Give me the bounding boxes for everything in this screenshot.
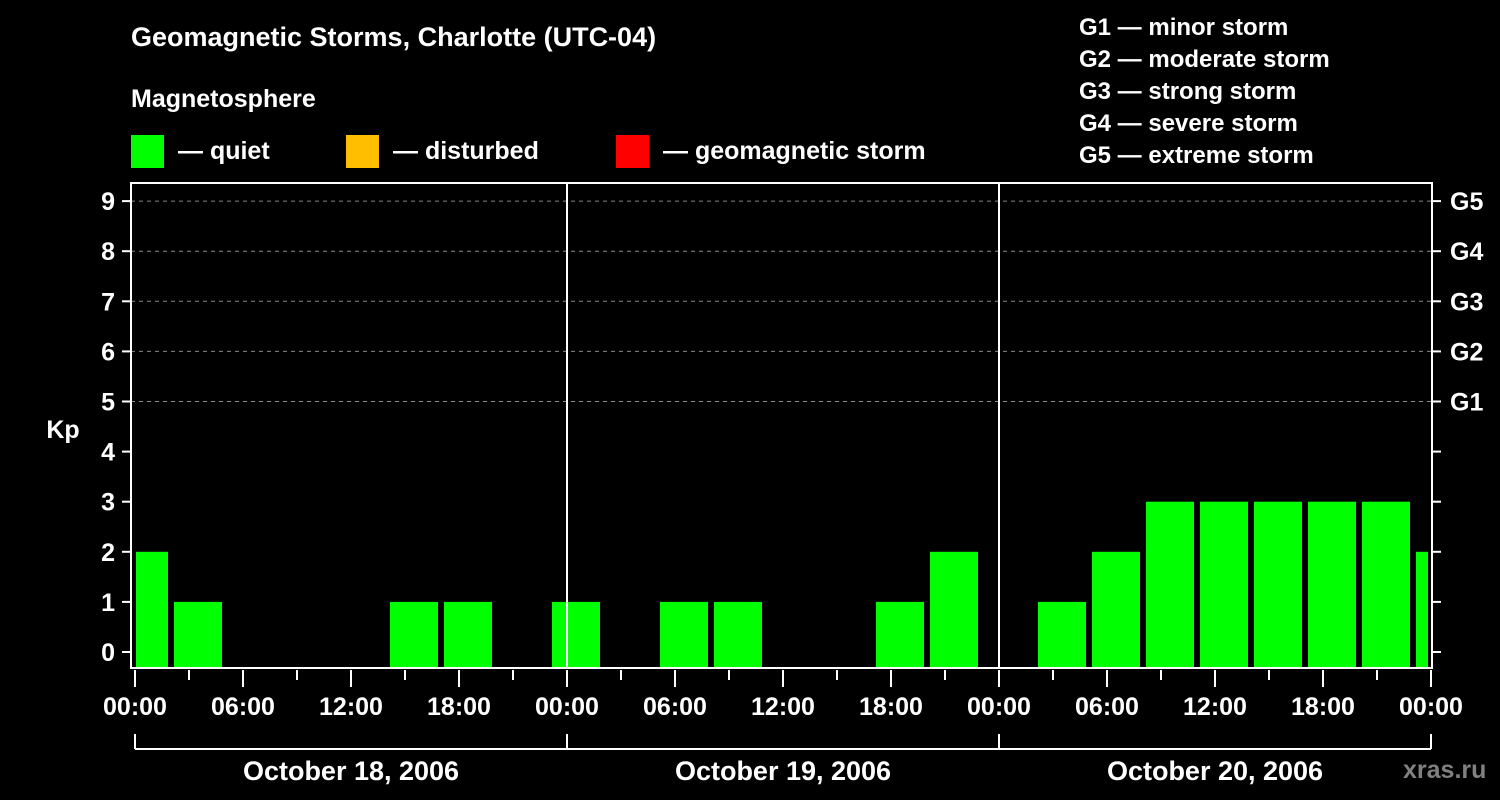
- x-tick-label: 18:00: [427, 693, 491, 721]
- g-scale-axis: G1 G2 G3 G4 G5: [1432, 188, 1483, 653]
- storm-scale-g3: G3 — strong storm: [1079, 78, 1297, 105]
- kp-bar: [876, 601, 924, 667]
- x-tick-label: 18:00: [859, 693, 923, 721]
- kp-bar: [1362, 501, 1410, 667]
- kp-bar: [390, 601, 438, 667]
- legend-label-disturbed: — disturbed: [393, 136, 539, 165]
- y-tick-label: 4: [101, 439, 115, 467]
- x-tick-label: 00:00: [103, 693, 167, 721]
- x-tick-label: 06:00: [643, 693, 707, 721]
- kp-bar: [1200, 501, 1248, 667]
- watermark: xras.ru: [1403, 756, 1487, 784]
- kp-bar: [136, 551, 168, 667]
- y-tick-label: 0: [101, 639, 115, 667]
- kp-bar: [444, 601, 492, 667]
- kp-bar: [1092, 551, 1140, 667]
- y-tick-label: 2: [101, 539, 115, 567]
- x-tick-label: 06:00: [211, 693, 275, 721]
- kp-bar: [1038, 601, 1086, 667]
- g-scale-label: G4: [1450, 238, 1483, 266]
- storm-scale-g5: G5 — extreme storm: [1079, 142, 1314, 169]
- x-tick-label: 12:00: [751, 693, 815, 721]
- x-tick-label: 12:00: [1183, 693, 1247, 721]
- x-tick-label: 00:00: [1399, 693, 1463, 721]
- kp-bar: [174, 601, 222, 667]
- y-axis: 0 1 2 3 4 5 6 7 8 9: [101, 188, 131, 667]
- y-tick-label: 5: [101, 389, 115, 417]
- day-label: October 20, 2006: [1107, 756, 1323, 786]
- x-tick-label: 06:00: [1075, 693, 1139, 721]
- x-tick-label: 00:00: [967, 693, 1031, 721]
- g-scale-label: G1: [1450, 389, 1483, 417]
- kp-bar: [552, 601, 600, 667]
- grid-lines: [131, 200, 1432, 402]
- storm-scale-g1: G1 — minor storm: [1079, 14, 1289, 41]
- y-tick-label: 9: [101, 188, 115, 216]
- y-tick-label: 3: [101, 489, 115, 517]
- y-tick-label: 1: [101, 589, 115, 617]
- day-label: October 19, 2006: [675, 756, 891, 786]
- storm-swatch-icon: [616, 134, 649, 168]
- x-axis: 00:00 06:00 12:00 18:00 00:00 06:00 12:00 18:00…: [103, 670, 1463, 786]
- x-tick-label: 18:00: [1291, 693, 1355, 721]
- legend-item-storm: — geomagnetic storm: [616, 134, 926, 168]
- y-tick-label: 6: [101, 338, 115, 366]
- y-tick-label: 7: [101, 288, 115, 316]
- storm-scale-g4: G4 — severe storm: [1079, 110, 1298, 137]
- kp-bar: [1308, 501, 1356, 667]
- plot-frame: [130, 182, 1433, 669]
- kp-bar: [1146, 501, 1194, 667]
- g-scale-label: G3: [1450, 288, 1483, 316]
- g-scale-label: G2: [1450, 338, 1483, 366]
- storm-scale-legend: G1 — minor storm G2 — moderate storm G3 …: [1079, 12, 1330, 172]
- kp-bar: [1416, 551, 1428, 667]
- day-label: October 18, 2006: [243, 756, 459, 786]
- kp-bar: [714, 601, 762, 667]
- x-tick-label: 12:00: [319, 693, 383, 721]
- legend-item-quiet: — quiet: [131, 134, 270, 168]
- y-tick-label: 8: [101, 238, 115, 266]
- g-scale-label: G5: [1450, 188, 1483, 216]
- y-axis-label: Kp: [46, 416, 79, 444]
- chart-title: Geomagnetic Storms, Charlotte (UTC-04): [131, 22, 657, 52]
- legend-item-disturbed: — disturbed: [346, 134, 539, 168]
- legend-title: Magnetosphere: [131, 85, 316, 113]
- x-tick-label: 00:00: [535, 693, 599, 721]
- disturbed-swatch-icon: [346, 134, 379, 168]
- kp-bar: [1254, 501, 1302, 667]
- quiet-swatch-icon: [131, 134, 164, 168]
- legend-label-quiet: — quiet: [178, 136, 270, 165]
- storm-scale-g2: G2 — moderate storm: [1079, 46, 1330, 73]
- kp-bars: [136, 501, 1428, 667]
- legend-label-storm: — geomagnetic storm: [663, 136, 926, 165]
- plot-border: [130, 182, 1433, 669]
- kp-bar: [930, 551, 978, 667]
- kp-bar: [660, 601, 708, 667]
